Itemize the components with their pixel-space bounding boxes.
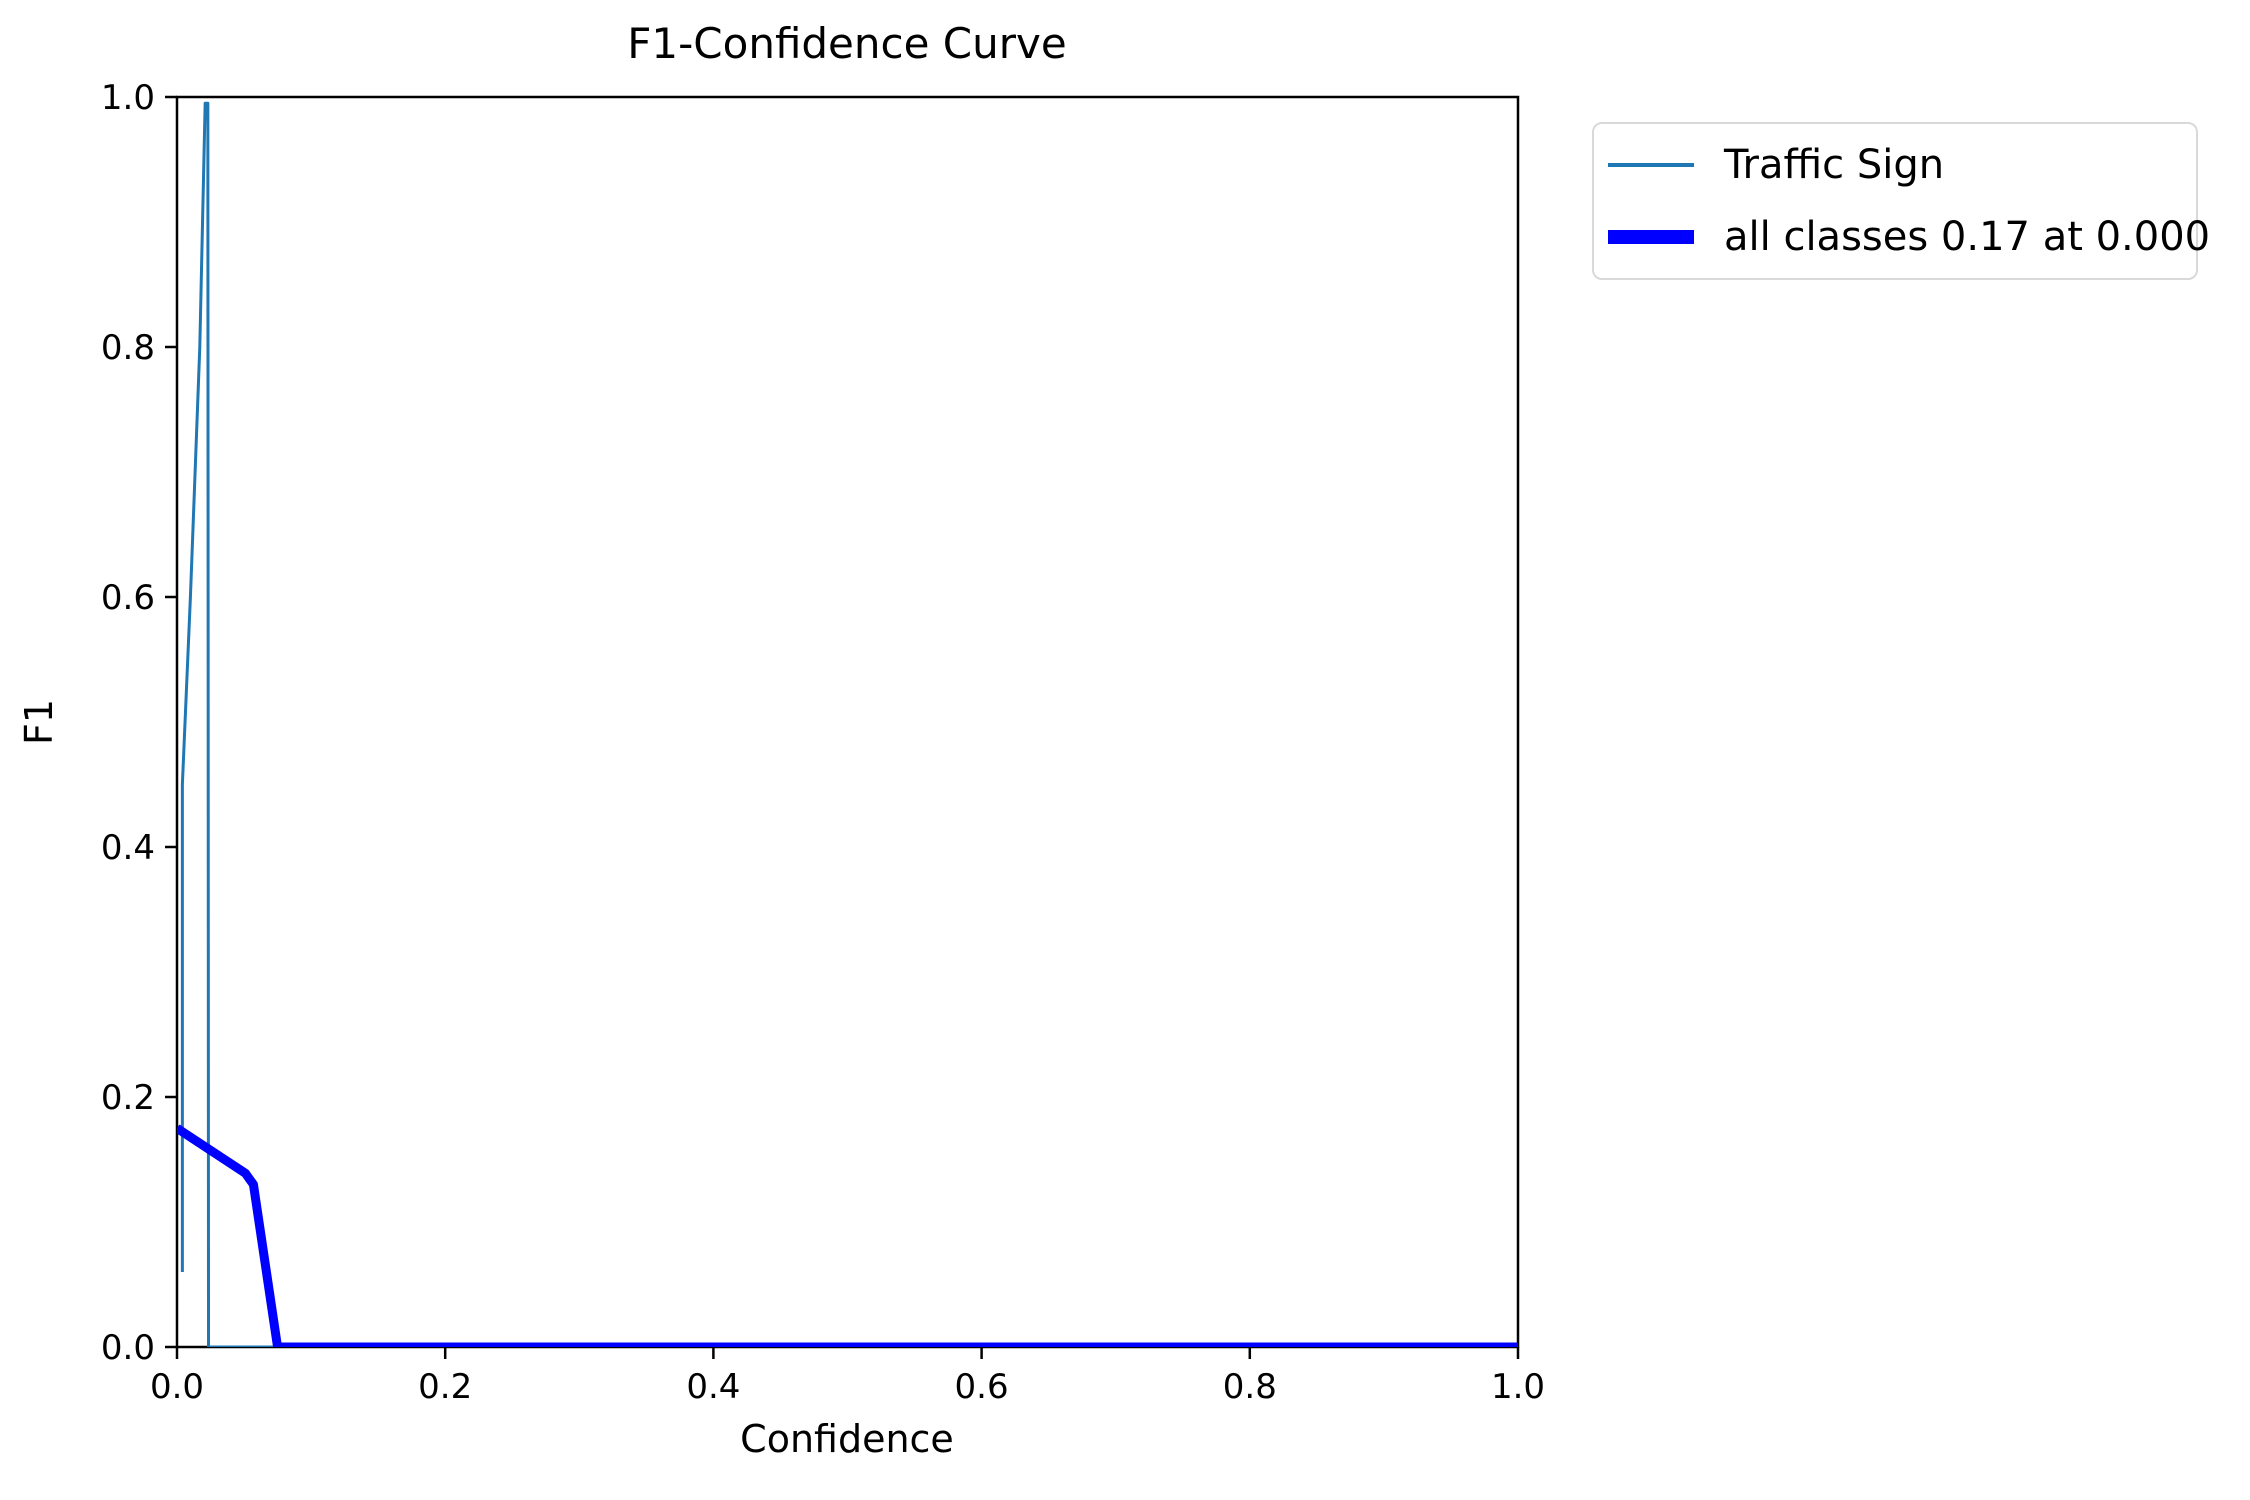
- x-axis-ticks: 0.0 0.2 0.4 0.6 0.8 1.0: [150, 1347, 1545, 1407]
- y-tick-label: 0.0: [101, 1328, 155, 1368]
- x-tick-label: 0.4: [686, 1367, 740, 1407]
- series-line-traffic-sign: [180, 101, 1518, 1347]
- x-tick-label: 0.8: [1223, 1367, 1277, 1407]
- x-tick-label: 0.6: [955, 1367, 1009, 1407]
- legend-item-traffic-sign: Traffic Sign: [1608, 142, 2196, 188]
- y-tick-label: 0.6: [101, 578, 155, 618]
- legend-line-swatch: [1608, 163, 1694, 167]
- x-tick-label: 0.0: [150, 1367, 204, 1407]
- y-tick-label: 1.0: [101, 78, 155, 118]
- series-group: [177, 101, 1518, 1347]
- legend-item-label: all classes 0.17 at 0.000: [1724, 214, 2211, 260]
- y-tick-label: 0.4: [101, 828, 155, 868]
- legend-line-swatch: [1608, 230, 1694, 244]
- plot-border: [175, 95, 1520, 1349]
- x-tick-label: 1.0: [1491, 1367, 1545, 1407]
- y-axis-label: F1: [17, 699, 61, 745]
- chart-title: F1-Confidence Curve: [627, 19, 1066, 68]
- legend-item-all-classes: all classes 0.17 at 0.000: [1608, 214, 2210, 260]
- x-tick-label: 0.2: [418, 1367, 472, 1407]
- legend-item-label: Traffic Sign: [1724, 142, 1945, 188]
- y-tick-label: 0.2: [101, 1078, 155, 1118]
- y-axis-ticks: 0.0 0.2 0.4 0.6 0.8 1.0: [101, 78, 177, 1368]
- x-axis-label: Confidence: [740, 1417, 954, 1461]
- y-tick-label: 0.8: [101, 328, 155, 368]
- legend-box: Traffic Sign all classes 0.17 at 0.000: [1592, 122, 2210, 280]
- series-line-all-classes-0-17-at-0-000: [177, 1124, 1518, 1347]
